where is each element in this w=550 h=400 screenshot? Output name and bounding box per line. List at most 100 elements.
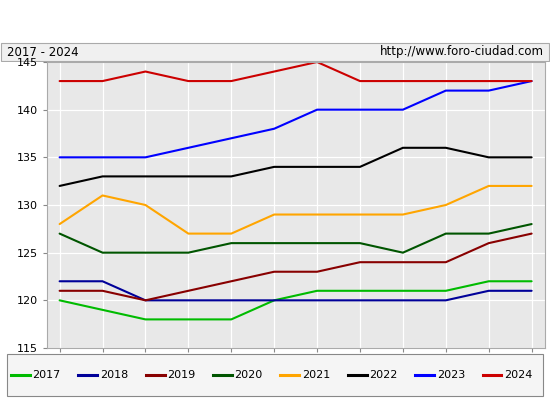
2023 bbox=[56, 155, 63, 160]
2017 bbox=[271, 298, 277, 303]
2023 bbox=[529, 79, 535, 84]
2021 bbox=[99, 193, 106, 198]
2024 bbox=[142, 69, 148, 74]
2019 bbox=[357, 260, 364, 265]
2017 bbox=[56, 298, 63, 303]
2023 bbox=[99, 155, 106, 160]
2021 bbox=[400, 212, 406, 217]
2020 bbox=[56, 231, 63, 236]
2017 bbox=[142, 317, 148, 322]
2021 bbox=[443, 203, 449, 208]
2024 bbox=[99, 79, 106, 84]
2022 bbox=[99, 174, 106, 179]
Line: 2024: 2024 bbox=[59, 62, 532, 81]
2022 bbox=[400, 146, 406, 150]
FancyBboxPatch shape bbox=[1, 43, 549, 61]
2021 bbox=[56, 222, 63, 226]
2019 bbox=[185, 288, 191, 293]
2023 bbox=[443, 88, 449, 93]
2021 bbox=[314, 212, 321, 217]
2022 bbox=[56, 184, 63, 188]
2019 bbox=[142, 298, 148, 303]
2018 bbox=[228, 298, 234, 303]
2019 bbox=[56, 288, 63, 293]
Line: 2022: 2022 bbox=[59, 148, 532, 186]
2020 bbox=[529, 222, 535, 226]
2017 bbox=[529, 279, 535, 284]
Text: 2019: 2019 bbox=[167, 370, 195, 380]
2021 bbox=[185, 231, 191, 236]
Line: 2021: 2021 bbox=[59, 186, 532, 234]
2019 bbox=[314, 269, 321, 274]
2022 bbox=[185, 174, 191, 179]
2023 bbox=[271, 126, 277, 131]
2019 bbox=[228, 279, 234, 284]
2018 bbox=[142, 298, 148, 303]
2021 bbox=[529, 184, 535, 188]
2018 bbox=[400, 298, 406, 303]
2024 bbox=[56, 79, 63, 84]
2024 bbox=[529, 79, 535, 84]
2022 bbox=[142, 174, 148, 179]
2020 bbox=[486, 231, 492, 236]
2022 bbox=[357, 164, 364, 169]
2023 bbox=[314, 107, 321, 112]
2020 bbox=[99, 250, 106, 255]
2023 bbox=[228, 136, 234, 141]
2021 bbox=[357, 212, 364, 217]
2020 bbox=[271, 241, 277, 246]
2020 bbox=[400, 250, 406, 255]
2023 bbox=[185, 146, 191, 150]
Text: 2017 - 2024: 2017 - 2024 bbox=[7, 46, 78, 58]
2020 bbox=[228, 241, 234, 246]
2018 bbox=[271, 298, 277, 303]
Line: 2020: 2020 bbox=[59, 224, 532, 253]
2018 bbox=[314, 298, 321, 303]
2018 bbox=[99, 279, 106, 284]
2017 bbox=[486, 279, 492, 284]
2021 bbox=[142, 203, 148, 208]
2019 bbox=[99, 288, 106, 293]
2021 bbox=[486, 184, 492, 188]
2018 bbox=[357, 298, 364, 303]
2017 bbox=[400, 288, 406, 293]
2020 bbox=[185, 250, 191, 255]
2022 bbox=[314, 164, 321, 169]
2018 bbox=[529, 288, 535, 293]
2024 bbox=[185, 79, 191, 84]
2020 bbox=[357, 241, 364, 246]
2017 bbox=[185, 317, 191, 322]
2024 bbox=[314, 60, 321, 64]
Text: Evolucion num de emigrantes en Peñafiel: Evolucion num de emigrantes en Peñafiel bbox=[87, 14, 463, 29]
2018 bbox=[443, 298, 449, 303]
Text: 2021: 2021 bbox=[302, 370, 330, 380]
Text: 2020: 2020 bbox=[235, 370, 263, 380]
2024 bbox=[486, 79, 492, 84]
Text: 2023: 2023 bbox=[437, 370, 465, 380]
Text: 2024: 2024 bbox=[504, 370, 532, 380]
2021 bbox=[228, 231, 234, 236]
2017 bbox=[443, 288, 449, 293]
2017 bbox=[99, 308, 106, 312]
2019 bbox=[486, 241, 492, 246]
2023 bbox=[357, 107, 364, 112]
Line: 2017: 2017 bbox=[59, 281, 532, 320]
2022 bbox=[443, 146, 449, 150]
2022 bbox=[228, 174, 234, 179]
2017 bbox=[228, 317, 234, 322]
2024 bbox=[400, 79, 406, 84]
2022 bbox=[529, 155, 535, 160]
2024 bbox=[357, 79, 364, 84]
Text: 2022: 2022 bbox=[370, 370, 398, 380]
2017 bbox=[357, 288, 364, 293]
Text: 2017: 2017 bbox=[32, 370, 60, 380]
2024 bbox=[228, 79, 234, 84]
Text: http://www.foro-ciudad.com: http://www.foro-ciudad.com bbox=[379, 46, 543, 58]
2018 bbox=[56, 279, 63, 284]
Text: 2018: 2018 bbox=[100, 370, 128, 380]
2018 bbox=[486, 288, 492, 293]
2019 bbox=[400, 260, 406, 265]
2023 bbox=[486, 88, 492, 93]
2018 bbox=[185, 298, 191, 303]
Line: 2019: 2019 bbox=[59, 234, 532, 300]
